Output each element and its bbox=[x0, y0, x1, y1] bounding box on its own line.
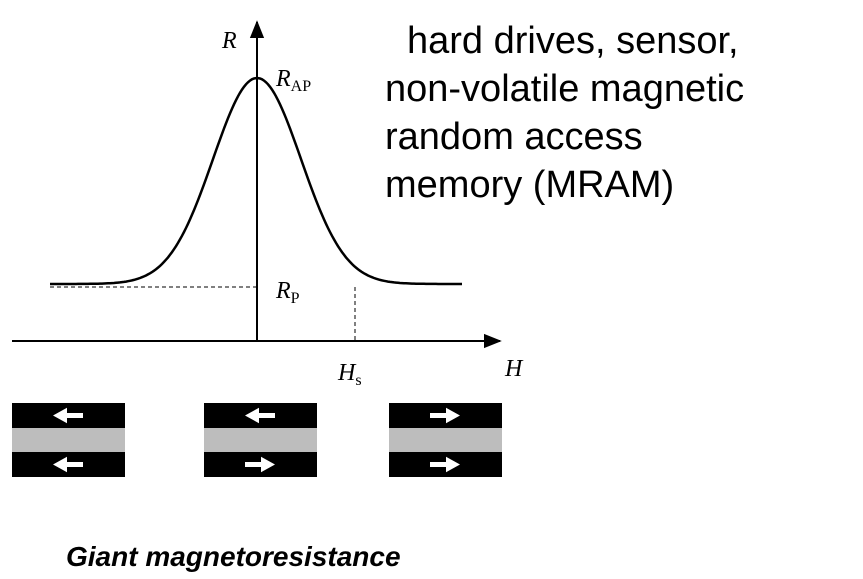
description-line: random access bbox=[385, 116, 643, 158]
peak-label: RAP bbox=[275, 66, 311, 95]
description-line: non-volatile magnetic bbox=[385, 68, 744, 110]
magnetization-arrow bbox=[245, 407, 275, 424]
description-line: memory (MRAM) bbox=[385, 164, 674, 206]
magnetization-arrow bbox=[53, 456, 83, 473]
caption: Giant magnetoresistance bbox=[66, 541, 401, 572]
magnetization-arrow bbox=[430, 456, 460, 473]
spacer-layer bbox=[12, 428, 125, 452]
spacer-layer bbox=[204, 428, 317, 452]
magnetization-arrow bbox=[245, 456, 275, 473]
x-axis-label: H bbox=[504, 356, 524, 382]
spacer-layer bbox=[389, 428, 502, 452]
spin-valve-icons bbox=[12, 403, 502, 477]
magnetization-arrow bbox=[430, 407, 460, 424]
y-axis-label: R bbox=[221, 28, 237, 54]
description-line: hard drives, sensor, bbox=[407, 20, 739, 62]
magnetization-arrow bbox=[53, 407, 83, 424]
base-label: RP bbox=[275, 278, 300, 307]
resistance-curve bbox=[50, 76, 462, 286]
field-label: Hs bbox=[337, 360, 362, 389]
